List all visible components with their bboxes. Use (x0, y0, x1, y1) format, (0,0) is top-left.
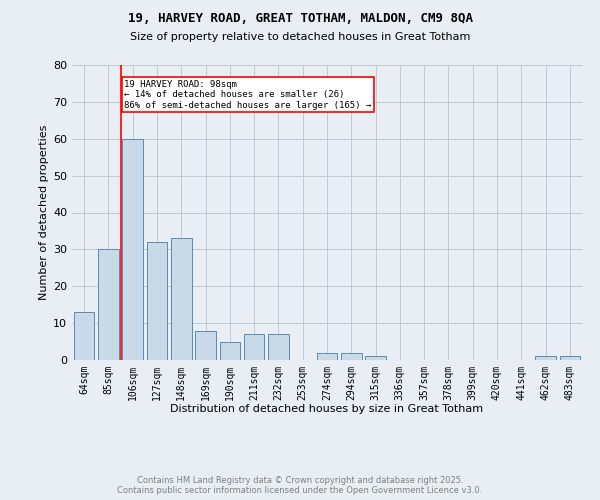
Bar (341, 352, 362, 360)
Bar (195, 330, 216, 360)
Bar (365, 356, 386, 360)
X-axis label: Distribution of detached houses by size in Great Totham: Distribution of detached houses by size … (170, 404, 484, 414)
Text: Size of property relative to detached houses in Great Totham: Size of property relative to detached ho… (130, 32, 470, 42)
Bar (317, 352, 337, 360)
Bar (560, 356, 580, 360)
Bar (535, 356, 556, 360)
Y-axis label: Number of detached properties: Number of detached properties (39, 125, 49, 300)
Text: 19, HARVEY ROAD, GREAT TOTHAM, MALDON, CM9 8QA: 19, HARVEY ROAD, GREAT TOTHAM, MALDON, C… (128, 12, 473, 26)
Bar (122, 138, 143, 360)
Bar (98, 250, 119, 360)
Bar (244, 334, 265, 360)
Bar (74, 312, 94, 360)
Text: Contains HM Land Registry data © Crown copyright and database right 2025.
Contai: Contains HM Land Registry data © Crown c… (118, 476, 482, 495)
Bar (268, 334, 289, 360)
Bar (220, 342, 240, 360)
Text: 19 HARVEY ROAD: 98sqm
← 14% of detached houses are smaller (26)
86% of semi-deta: 19 HARVEY ROAD: 98sqm ← 14% of detached … (124, 80, 371, 110)
Bar (146, 242, 167, 360)
Bar (171, 238, 191, 360)
